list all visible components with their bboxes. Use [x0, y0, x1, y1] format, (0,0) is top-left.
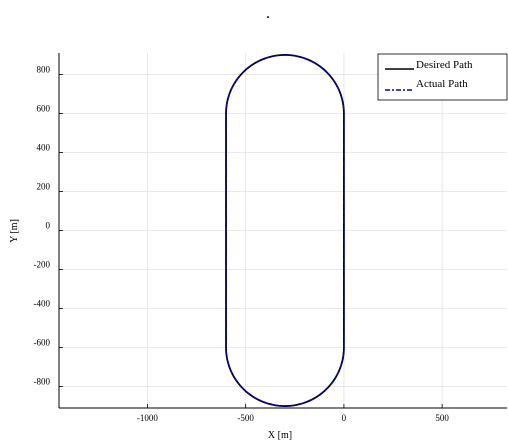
- x-tick-label: -1000: [137, 413, 158, 423]
- x-tick-label: -500: [237, 413, 254, 423]
- legend-actual-label: Actual Path: [416, 78, 468, 90]
- legend-box: [377, 53, 508, 101]
- chart-title: .: [267, 7, 270, 21]
- y-tick-label: -200: [34, 260, 51, 270]
- x-axis-label: X [m]: [268, 430, 292, 441]
- y-tick-label: 800: [37, 64, 51, 74]
- y-tick-label: 400: [37, 142, 51, 152]
- actual-path-line: [225, 54, 345, 407]
- y-tick-label: 600: [37, 103, 51, 113]
- x-tick-label: 0: [342, 413, 347, 423]
- y-tick-label: 0: [46, 221, 51, 231]
- y-tick-label: 200: [37, 181, 51, 191]
- x-ticks: -1000 -500 0 500: [137, 404, 449, 423]
- y-gridlines: [59, 74, 507, 387]
- legend: Desired Path Actual Path: [377, 53, 508, 101]
- x-tick-label: 500: [435, 413, 449, 423]
- y-ticks: -800 -600 -400 -200 0 200 400 600 800: [34, 64, 63, 387]
- y-axis-label: Y [m]: [9, 219, 20, 243]
- legend-desired-label: Desired Path: [416, 59, 473, 71]
- y-tick-label: -400: [34, 299, 51, 309]
- y-tick-label: -600: [34, 338, 51, 348]
- y-tick-label: -800: [34, 377, 51, 387]
